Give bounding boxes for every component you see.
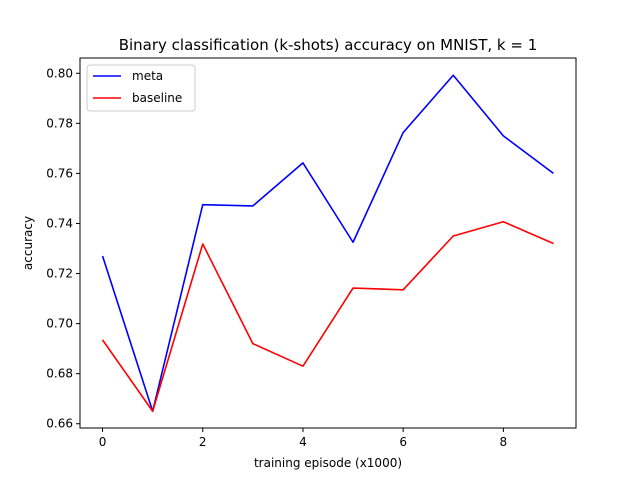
x-tick-label: 8 bbox=[500, 435, 508, 449]
legend-label-baseline: baseline bbox=[132, 91, 182, 105]
y-tick-label: 0.76 bbox=[46, 166, 73, 180]
y-tick-label: 0.68 bbox=[46, 367, 73, 381]
x-axis-label: training episode (x1000) bbox=[254, 456, 402, 470]
x-tick-label: 2 bbox=[199, 435, 207, 449]
axes-frame bbox=[79, 57, 577, 429]
x-tick-label: 4 bbox=[299, 435, 307, 449]
series-line-meta bbox=[101, 74, 554, 413]
chart-title: Binary classification (k-shots) accuracy… bbox=[119, 36, 538, 54]
series-line-baseline bbox=[101, 220, 554, 413]
y-axis: 0.66 0.68 0.70 0.72 0.74 0.76 0.78 0.80 bbox=[46, 66, 80, 431]
y-tick-label: 0.66 bbox=[46, 417, 73, 431]
y-tick-label: 0.80 bbox=[46, 66, 73, 80]
y-tick-label: 0.70 bbox=[46, 317, 73, 331]
y-tick-label: 0.74 bbox=[46, 216, 73, 230]
x-tick-label: 6 bbox=[399, 435, 407, 449]
y-tick-label: 0.78 bbox=[46, 116, 73, 130]
x-tick-label: 0 bbox=[99, 435, 107, 449]
x-axis: 0 2 4 6 8 bbox=[99, 428, 507, 449]
y-axis-label: accuracy bbox=[21, 216, 35, 270]
legend: meta baseline bbox=[86, 64, 196, 112]
legend-label-meta: meta bbox=[132, 69, 163, 83]
plot-area bbox=[101, 74, 554, 413]
y-tick-label: 0.72 bbox=[46, 267, 73, 281]
